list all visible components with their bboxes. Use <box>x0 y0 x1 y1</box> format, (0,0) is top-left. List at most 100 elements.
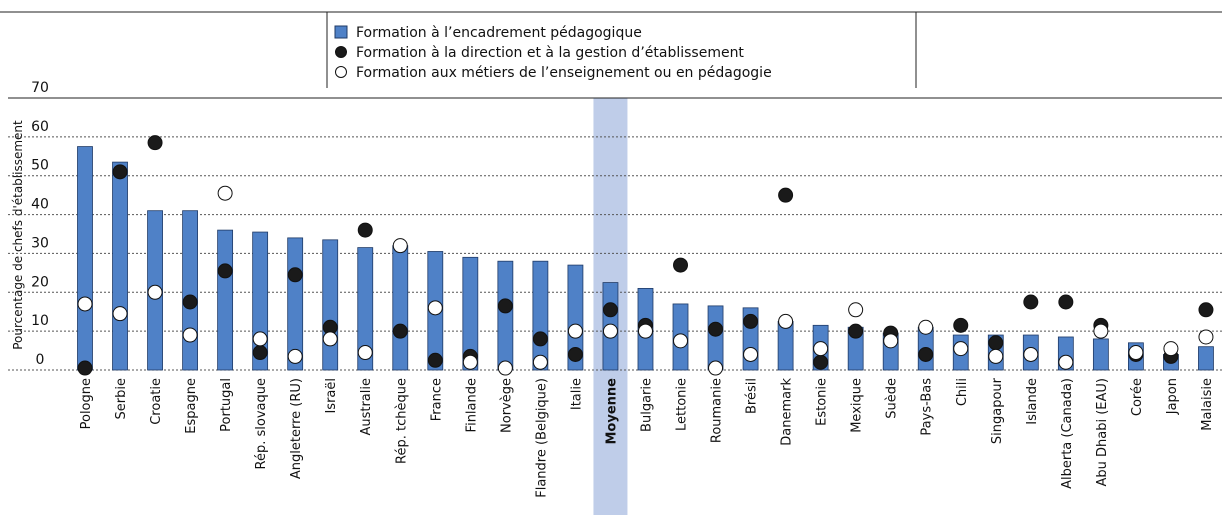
x-tick-label: Lettonie <box>675 378 690 431</box>
marker <box>392 238 408 254</box>
marker <box>77 296 93 312</box>
marker <box>953 317 969 333</box>
bar <box>392 245 409 371</box>
x-tick-label: Danemark <box>780 378 795 446</box>
x-tick-label: Japon <box>1165 378 1180 415</box>
bar <box>77 146 93 371</box>
marker <box>497 298 513 314</box>
bar <box>357 247 374 371</box>
marker <box>1058 294 1074 310</box>
x-tick-label: Estonie <box>815 378 830 426</box>
marker <box>532 354 548 370</box>
x-tick-label: Norvège <box>499 378 514 433</box>
marker <box>322 331 338 347</box>
x-tick-label: Rép. tchèque <box>394 378 409 464</box>
legend-swatch <box>335 66 347 78</box>
bar <box>217 229 234 371</box>
x-tick-label: Pays-Bas <box>920 378 935 436</box>
marker <box>918 346 934 362</box>
marker <box>813 341 829 357</box>
marker <box>147 284 163 300</box>
marker <box>427 352 443 368</box>
marker <box>1023 346 1039 362</box>
bar <box>112 161 128 371</box>
bar <box>707 305 724 371</box>
marker <box>1058 354 1074 370</box>
marker <box>462 354 478 370</box>
marker <box>918 319 934 335</box>
x-tick-label: Croatie <box>149 378 164 425</box>
x-tick-label: Abu Dhabi (EAU) <box>1095 378 1110 487</box>
legend-swatch <box>334 25 348 39</box>
marker <box>77 360 93 376</box>
marker <box>287 348 303 364</box>
marker <box>392 323 408 339</box>
marker <box>988 335 1004 351</box>
marker <box>112 164 128 180</box>
x-tick-label: Singapour <box>990 377 1005 444</box>
legend-label: Formation à la direction et à la gestion… <box>356 45 744 61</box>
marker <box>637 323 653 339</box>
marker <box>112 306 128 322</box>
x-tick-label: Pologne <box>79 378 94 429</box>
marker <box>182 327 198 343</box>
marker <box>848 302 864 318</box>
marker <box>217 263 233 279</box>
marker <box>848 323 864 339</box>
x-tick-label: Portugal <box>219 378 234 432</box>
y-tick-label: 60 <box>31 119 49 135</box>
y-axis-label: Pourcentage de chefs d'établissement <box>11 120 25 350</box>
marker <box>743 313 759 329</box>
bar <box>1198 346 1214 371</box>
x-tick-label: Brésil <box>745 378 760 414</box>
x-tick-label: Australie <box>359 378 374 436</box>
x-tick-label: France <box>429 378 444 421</box>
legend-label: Formation aux métiers de l’enseignement … <box>356 65 772 81</box>
marker <box>602 302 618 318</box>
marker <box>1198 302 1214 318</box>
marker <box>708 321 724 337</box>
marker <box>1093 323 1109 339</box>
y-tick-label: 30 <box>31 235 49 251</box>
marker <box>567 323 583 339</box>
x-tick-label: Chili <box>955 378 970 406</box>
marker <box>778 187 794 203</box>
marker <box>252 345 268 361</box>
marker <box>778 313 794 329</box>
marker <box>497 360 513 376</box>
x-tick-label: Italie <box>569 378 584 410</box>
x-tick-label: Corée <box>1130 378 1145 416</box>
marker <box>252 331 268 347</box>
bar <box>462 256 479 371</box>
marker <box>287 267 303 283</box>
y-tick-label: 70 <box>31 80 49 96</box>
x-tick-label: Moyenne <box>604 378 619 445</box>
marker <box>988 348 1004 364</box>
bar <box>322 239 339 371</box>
x-tick-label: Finlande <box>464 378 479 432</box>
marker <box>1023 294 1039 310</box>
x-tick-label: Bulgarie <box>639 378 654 432</box>
legend-label: Formation à l’encadrement pédagogique <box>356 25 642 41</box>
x-tick-label: Suède <box>885 378 900 419</box>
marker <box>532 331 548 347</box>
x-tick-label: Israël <box>324 378 339 414</box>
marker <box>357 345 373 361</box>
y-tick-label: 40 <box>31 197 49 213</box>
x-tick-label: Espagne <box>184 378 199 434</box>
y-tick-label: 10 <box>31 313 49 329</box>
x-tick-label: Serbie <box>114 378 129 419</box>
marker <box>217 185 233 201</box>
marker <box>1198 329 1214 345</box>
marker <box>813 354 829 370</box>
marker <box>182 294 198 310</box>
marker <box>953 341 969 357</box>
x-tick-label: Flandre (Belgique) <box>534 378 549 498</box>
x-tick-label: Malaisie <box>1200 378 1215 431</box>
x-tick-label: Islande <box>1025 378 1040 425</box>
bar <box>1092 338 1109 371</box>
bar <box>497 260 514 371</box>
y-tick-label: 50 <box>31 158 49 174</box>
bar <box>567 264 584 371</box>
